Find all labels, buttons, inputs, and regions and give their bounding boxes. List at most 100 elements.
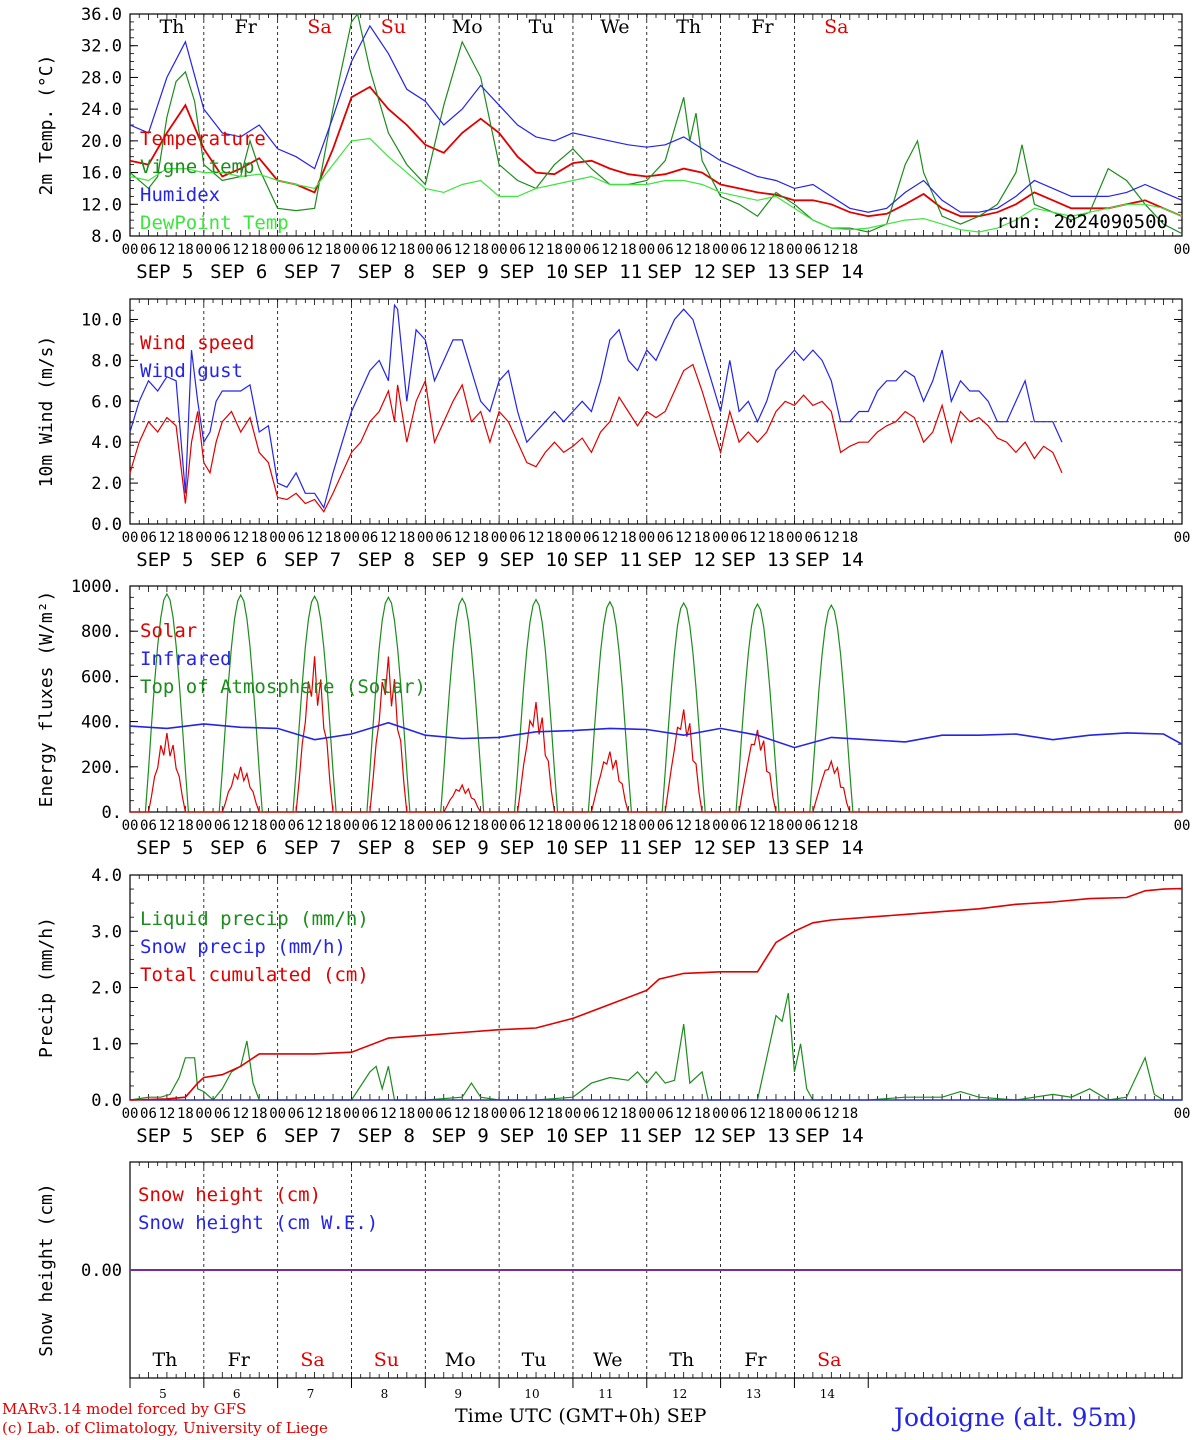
legend-entry: Total cumulated (cm) [140, 964, 369, 986]
y-tick-label: 0. [102, 803, 122, 823]
y-tick-label: 1.0 [91, 1035, 122, 1055]
hour-label: 00 [417, 530, 434, 546]
hour-label: 18 [620, 818, 637, 834]
date-label: SEP 6 [210, 1125, 267, 1147]
hour-label: 18 [325, 530, 342, 546]
panel-3: 0. 200. 400. 600. 800. 1000. Energy fluxes (W/… [36, 577, 1190, 859]
date-label: SEP 5 [136, 549, 193, 571]
day-number: 10 [524, 1387, 539, 1401]
hour-label: 06 [657, 1106, 674, 1122]
y-tick-label: 0.00 [81, 1261, 122, 1281]
y-tick-label: 800. [81, 622, 122, 642]
y-axis-title: Precip (mm/h) [36, 917, 57, 1058]
hour-label: 06 [362, 818, 379, 834]
hour-label: 12 [306, 1106, 323, 1122]
day-name: We [593, 1349, 622, 1371]
hour-label: 18 [841, 818, 858, 834]
hour-label: 18 [325, 242, 342, 258]
hour-label: 12 [158, 818, 175, 834]
hour-label: 18 [841, 242, 858, 258]
y-tick-label: 0.0 [91, 1091, 122, 1111]
hour-label: 18 [177, 242, 194, 258]
hour-label: 12 [454, 530, 471, 546]
hour-label: 12 [528, 242, 545, 258]
date-label: SEP 9 [432, 261, 489, 283]
hour-label: 00 [638, 242, 655, 258]
infrared-line [129, 721, 1183, 749]
y-tick-label: 8.0 [91, 351, 122, 371]
date-label: SEP 6 [210, 837, 267, 859]
hour-label: 18 [177, 818, 194, 834]
hour-label: 06 [583, 530, 600, 546]
hour-label: 00 [195, 242, 212, 258]
day-name: Fr [744, 1349, 767, 1371]
hour-label: 00 [786, 530, 803, 546]
solar-line [130, 656, 1182, 813]
day-number: 13 [746, 1387, 761, 1401]
date-label: SEP 5 [136, 261, 193, 283]
temp-line-0 [129, 85, 1183, 218]
hour-label: 12 [675, 818, 692, 834]
y-tick-label: 4.0 [91, 433, 122, 453]
legend-entry: Infrared [140, 648, 232, 670]
day-name: Sa [824, 16, 848, 38]
hour-label: 12 [749, 818, 766, 834]
hour-label: 18 [325, 1106, 342, 1122]
y-tick-label: 400. [81, 713, 122, 733]
y-tick-label: 16.0 [81, 164, 122, 184]
y-tick-label: 2.0 [91, 474, 122, 494]
hour-label: 00 [195, 1106, 212, 1122]
legend-entry: Snow precip (mm/h) [140, 936, 346, 958]
y-tick-label: 6.0 [91, 392, 122, 412]
hour-label: 12 [823, 1106, 840, 1122]
y-axis-title: 10m Wind (m/s) [36, 336, 57, 488]
date-label: SEP 14 [795, 837, 864, 859]
hour-label: 18 [251, 242, 268, 258]
hour-label: 18 [546, 242, 563, 258]
hour-label: 18 [620, 530, 637, 546]
hour-label: 18 [694, 530, 711, 546]
day-name: Mo [452, 16, 483, 38]
panel-frame [129, 585, 1183, 813]
hour-label: 00 [786, 1106, 803, 1122]
day-number: 7 [307, 1387, 315, 1401]
hour-label: 06 [435, 242, 452, 258]
hour-label: 00 [195, 818, 212, 834]
hour-label: 00 [343, 818, 360, 834]
hour-label: 12 [158, 530, 175, 546]
date-label: SEP 11 [574, 549, 643, 571]
hour-label: 00 [269, 1106, 286, 1122]
hour-label: 18 [251, 1106, 268, 1122]
legend-entry: Solar [140, 620, 197, 642]
run-label: run: 2024090500 [996, 211, 1168, 233]
hour-label: 00 [343, 530, 360, 546]
date-label: SEP 9 [432, 1125, 489, 1147]
day-name: Sa [307, 16, 331, 38]
hour-label: 00 [122, 530, 139, 546]
hour-label: 00 [565, 1106, 582, 1122]
hour-label: 12 [601, 242, 618, 258]
day-number: 5 [159, 1387, 167, 1401]
hour-label: 00 [786, 242, 803, 258]
hour-label: 18 [841, 530, 858, 546]
panel-frame [129, 13, 1183, 237]
panel-frame [129, 298, 1183, 525]
hour-label: 12 [601, 1106, 618, 1122]
y-tick-label: 600. [81, 667, 122, 687]
y-tick-label: 8.0 [91, 227, 122, 247]
hour-label: 06 [804, 530, 821, 546]
y-axis-title: Snow height (cm) [36, 1183, 57, 1356]
hour-label: 06 [214, 818, 231, 834]
hour-label: 06 [288, 1106, 305, 1122]
hour-label: 06 [288, 818, 305, 834]
hour-label: 00 [269, 818, 286, 834]
hour-label: 18 [768, 1106, 785, 1122]
hour-label: 00 [638, 1106, 655, 1122]
date-label: SEP 9 [432, 837, 489, 859]
day-number: 14 [820, 1387, 836, 1401]
hour-label: 12 [675, 242, 692, 258]
hour-label: 00 [638, 530, 655, 546]
hour-label: 00 [417, 818, 434, 834]
hour-label: 00 [565, 242, 582, 258]
y-tick-label: 3.0 [91, 922, 122, 942]
